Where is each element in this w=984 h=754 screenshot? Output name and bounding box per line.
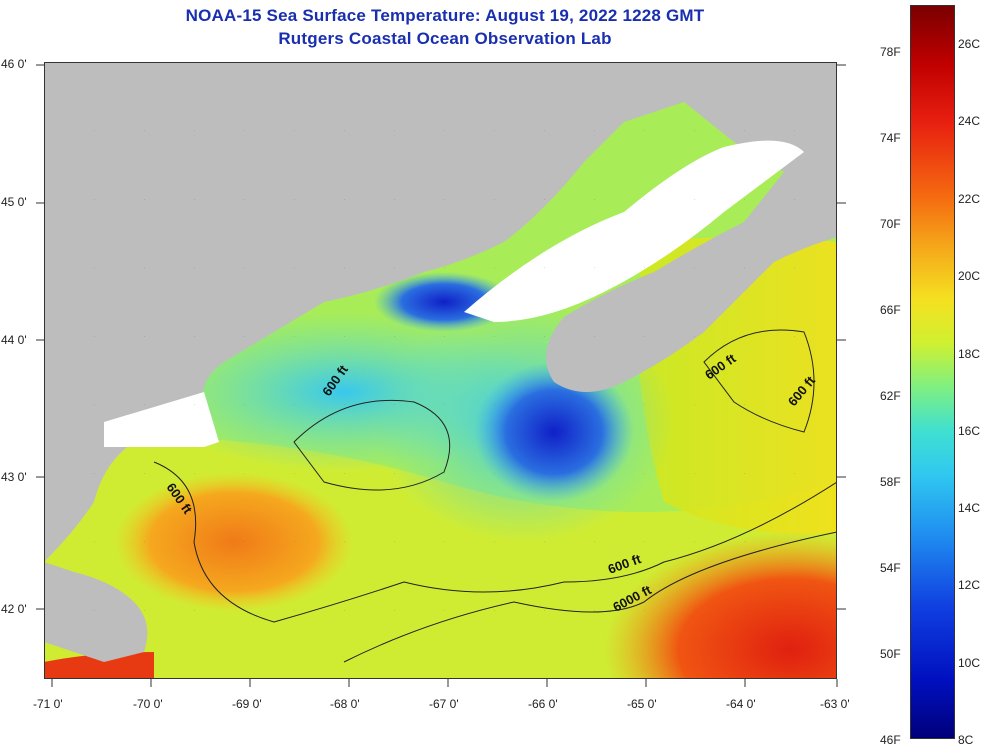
map-subtitle: Rutgers Coastal Ocean Observation Lab — [278, 29, 612, 48]
scale-c-label: 26C — [958, 37, 981, 51]
lon-label: -65 0' — [627, 697, 657, 711]
lat-label: 43 0' — [1, 470, 27, 484]
lat-label: 45 0' — [1, 195, 27, 209]
lon-label: -70 0' — [133, 697, 163, 711]
lon-label: -66 0' — [528, 697, 558, 711]
scale-f-label: 70F — [880, 217, 901, 231]
contour-600ft — [153, 461, 837, 623]
lon-label: -71 0' — [33, 697, 63, 711]
scale-f-label: 54F — [880, 561, 901, 575]
scale-c-label: 14C — [958, 501, 981, 515]
scale-c-label: 18C — [958, 347, 981, 361]
lat-label: 46 0' — [1, 57, 27, 71]
sst-map: 600 ft 600 ft 600 ft 600 ft 600 ft 6000 … — [44, 62, 837, 679]
scale-c-label: 24C — [958, 114, 981, 128]
scale-c-label: 20C — [958, 269, 981, 283]
scale-f-label: 50F — [880, 647, 901, 661]
scale-c-label: 12C — [958, 578, 981, 592]
scale-f-label: 46F — [880, 733, 901, 747]
scale-c-label: 16C — [958, 424, 981, 438]
scale-f-label: 66F — [880, 303, 901, 317]
scale-f-label: 58F — [880, 475, 901, 489]
lon-label: -68 0' — [330, 697, 360, 711]
scale-c-label: 8C — [958, 733, 974, 747]
lon-label: -69 0' — [232, 697, 262, 711]
scale-f-label: 74F — [880, 131, 901, 145]
scale-c-label: 22C — [958, 192, 981, 206]
scale-f-label: 78F — [880, 45, 901, 59]
scale-f-label: 62F — [880, 389, 901, 403]
lon-label: -64 0' — [726, 697, 756, 711]
map-title: NOAA-15 Sea Surface Temperature: August … — [185, 6, 705, 25]
lat-label: 42 0' — [1, 602, 27, 616]
contour-6000ft — [343, 531, 837, 663]
temperature-colorbar — [910, 5, 955, 739]
scale-c-label: 10C — [958, 656, 981, 670]
lon-label: -67 0' — [429, 697, 459, 711]
lon-label: -63 0' — [820, 697, 850, 711]
lat-label: 44 0' — [1, 333, 27, 347]
